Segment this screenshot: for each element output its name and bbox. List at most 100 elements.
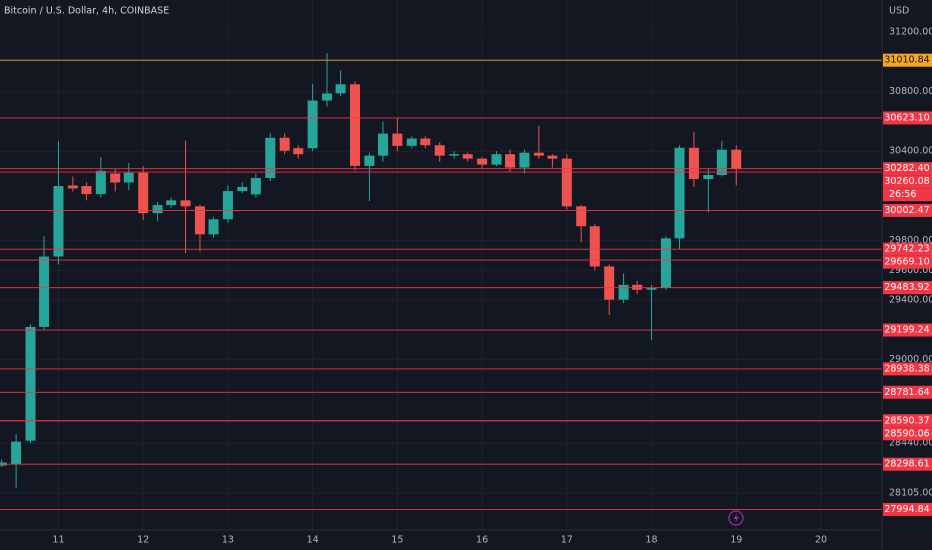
level-label-box xyxy=(883,175,932,189)
candle-body xyxy=(279,137,290,151)
level-label: 28590.37 xyxy=(884,415,929,426)
level-label-box xyxy=(883,385,932,399)
candle-body xyxy=(547,155,558,159)
level-label-box xyxy=(883,281,932,295)
level-label: 30002.47 xyxy=(884,205,929,216)
x-tick-label: 17 xyxy=(561,535,573,546)
candle-body xyxy=(237,186,248,192)
lightning-bolt xyxy=(733,513,739,523)
candle-body xyxy=(222,191,233,220)
level-label-box xyxy=(883,242,932,256)
level-label: 31010.84 xyxy=(884,55,929,66)
y-tick-label: 29600.00 xyxy=(889,265,932,276)
x-tick-label: 12 xyxy=(137,535,149,546)
lightning-icon[interactable] xyxy=(728,510,744,526)
candle-body xyxy=(364,155,375,166)
candle-body xyxy=(505,154,516,168)
candle-body xyxy=(731,149,742,169)
level-label: 30260.08 xyxy=(884,176,929,187)
level-label-box xyxy=(883,362,932,376)
candle-body xyxy=(660,238,671,288)
candle-body xyxy=(604,266,615,300)
candle-body xyxy=(138,172,149,214)
candle-body xyxy=(377,133,388,156)
lightning-circle xyxy=(728,510,744,526)
candle-body xyxy=(618,284,629,300)
level-label: 28298.61 xyxy=(884,459,929,470)
candle-body xyxy=(462,154,473,159)
level-label: 29199.24 xyxy=(884,325,929,336)
level-label-box xyxy=(883,323,932,337)
candle-body xyxy=(265,137,276,179)
level-label: 27994.84 xyxy=(884,504,929,515)
level-label: 29742.23 xyxy=(884,244,929,255)
candle-body xyxy=(53,186,64,257)
level-label: 28590.06 xyxy=(884,428,929,439)
candle-body xyxy=(576,206,587,227)
candle-body xyxy=(307,100,318,149)
level-label-box xyxy=(883,53,932,67)
candle-body xyxy=(293,148,304,155)
x-tick-label: 16 xyxy=(476,535,488,546)
level-label-box xyxy=(883,203,932,217)
level-label-box xyxy=(883,255,932,269)
candle-body xyxy=(39,256,50,327)
candle-body xyxy=(674,147,685,239)
x-tick-label: 13 xyxy=(222,535,234,546)
candle-body xyxy=(420,138,431,146)
y-tick-label: 31200.00 xyxy=(889,27,932,38)
candle-body xyxy=(688,147,699,180)
currency-label: USD xyxy=(889,6,909,17)
candle-body xyxy=(95,170,106,195)
candle-body xyxy=(110,173,121,183)
candle-body xyxy=(81,186,92,195)
y-tick-label: 30400.00 xyxy=(889,146,932,157)
candle-body xyxy=(180,200,191,207)
candle-body xyxy=(392,133,403,146)
y-tick-label: 28105.00 xyxy=(889,488,932,499)
candle-body xyxy=(166,200,177,206)
candle-body xyxy=(11,441,22,465)
level-label: 28781.64 xyxy=(884,387,929,398)
candle-body xyxy=(123,172,134,183)
axis: 11 12 13 14 15 16 17 18 19 20 31200.00 30800.00 3040… xyxy=(52,27,932,546)
y-tick-label: 28440.00 xyxy=(889,438,932,449)
candle-body xyxy=(434,145,445,156)
level-label-box xyxy=(883,502,932,516)
candle-body xyxy=(477,158,488,165)
x-tick-label: 20 xyxy=(815,535,827,546)
candle-body xyxy=(335,84,346,94)
candle-body xyxy=(491,154,502,165)
candle-body xyxy=(703,175,714,180)
x-tick-label: 15 xyxy=(391,535,403,546)
candle-body xyxy=(533,152,544,156)
level-label-box xyxy=(883,414,932,428)
x-tick-label: 19 xyxy=(730,535,742,546)
level-label: 29483.92 xyxy=(884,282,929,293)
candle-body xyxy=(646,287,657,290)
x-tick-label: 18 xyxy=(645,535,657,546)
candle-body xyxy=(152,205,163,214)
candle-body xyxy=(589,226,600,267)
level-label-box xyxy=(883,457,932,471)
candle-body xyxy=(250,178,261,195)
candle-body xyxy=(519,152,530,168)
plot xyxy=(0,53,882,510)
level-label: 30623.10 xyxy=(884,112,929,123)
candle-body xyxy=(194,206,205,235)
level-label: 28938.38 xyxy=(884,363,929,374)
x-tick-label: 11 xyxy=(52,535,64,546)
candle-body xyxy=(561,158,572,207)
candle-body xyxy=(350,84,361,166)
level-label-box xyxy=(883,162,932,176)
candle-body xyxy=(716,149,727,176)
candle-body xyxy=(67,185,78,189)
candle-body xyxy=(25,326,36,441)
y-tick-label: 29800.00 xyxy=(889,235,932,246)
candle-body xyxy=(406,138,417,146)
y-tick-label: 30800.00 xyxy=(889,86,932,97)
candle-body xyxy=(449,154,460,156)
chart-title: Bitcoin / U.S. Dollar, 4h, COINBASE xyxy=(4,6,169,17)
